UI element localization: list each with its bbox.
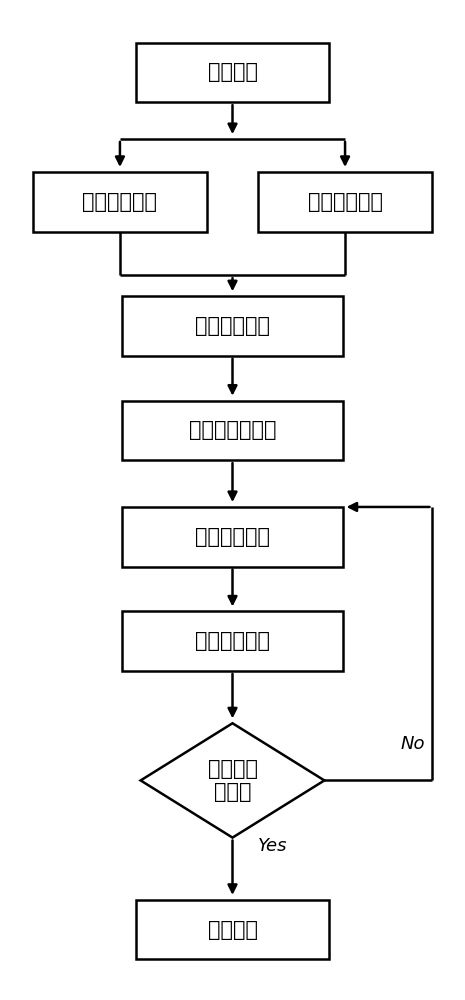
Text: 适应度値计算: 适应度値计算 bbox=[195, 631, 270, 651]
Text: 幅度加权优化: 幅度加权优化 bbox=[195, 527, 270, 547]
Text: 幅度加权初始化: 幅度加权初始化 bbox=[189, 420, 276, 440]
Text: 三角网格布局: 三角网格布局 bbox=[307, 192, 383, 212]
Bar bbox=[122, 507, 343, 567]
Text: 参数设置: 参数设置 bbox=[207, 62, 258, 82]
Polygon shape bbox=[140, 723, 325, 838]
Bar bbox=[136, 900, 329, 959]
Text: 相位加权确定: 相位加权确定 bbox=[195, 316, 270, 336]
Text: 结果输出: 结果输出 bbox=[207, 920, 258, 940]
Text: No: No bbox=[400, 735, 425, 753]
Bar bbox=[136, 43, 329, 102]
Bar bbox=[122, 296, 343, 356]
Bar bbox=[258, 172, 432, 232]
Text: 矩形网格布局: 矩形网格布局 bbox=[82, 192, 158, 212]
Bar bbox=[122, 401, 343, 460]
Text: 适应度値
达标否: 适应度値 达标否 bbox=[207, 759, 258, 802]
Bar bbox=[122, 611, 343, 671]
Bar bbox=[33, 172, 207, 232]
Text: Yes: Yes bbox=[258, 837, 287, 855]
